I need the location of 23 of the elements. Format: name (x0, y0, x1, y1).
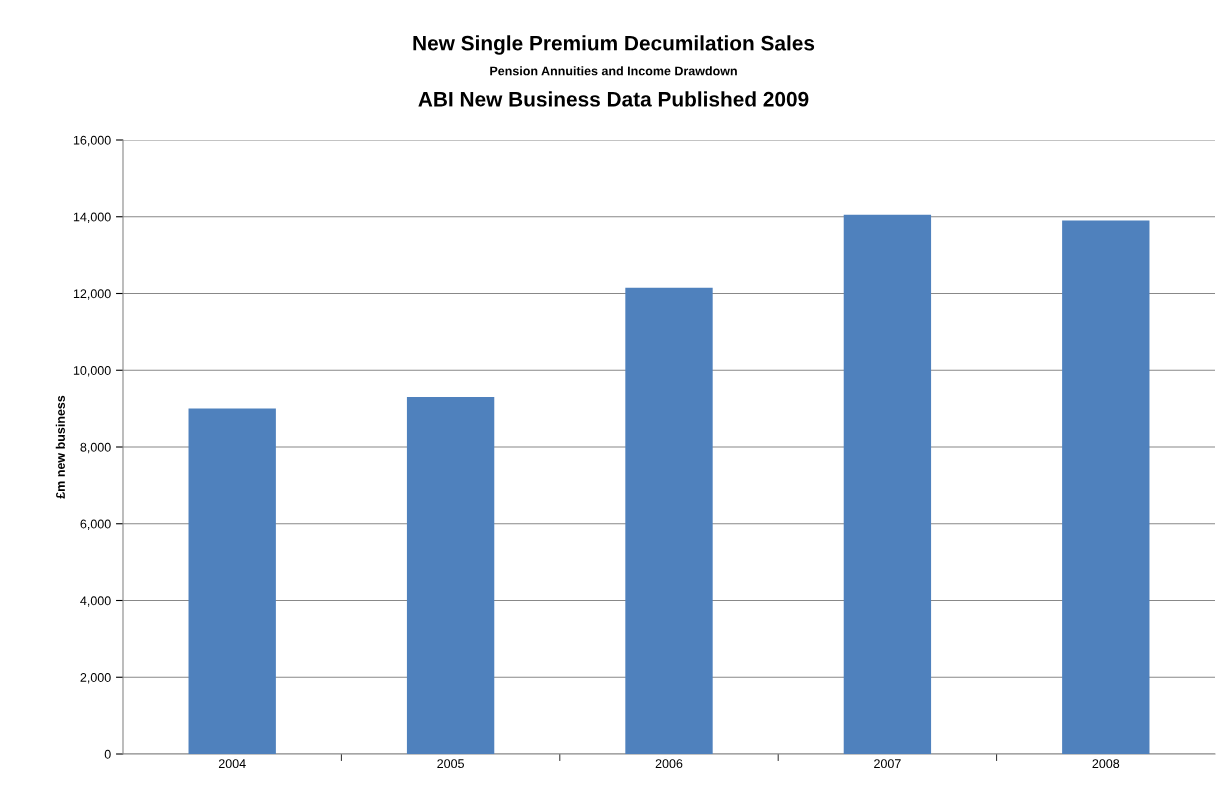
y-tick-label: 10,000 (73, 366, 111, 377)
bar (188, 408, 276, 754)
x-tick-label: 2007 (874, 759, 901, 769)
x-tick-label: 2005 (437, 759, 464, 769)
y-tick-label: 8,000 (80, 442, 111, 454)
y-tick-label: 14,000 (73, 212, 111, 223)
y-tick-label: 12,000 (73, 289, 111, 300)
y-tick-label: 0 (104, 749, 111, 759)
bar (406, 397, 495, 754)
chart-title: New Single Premium Decumilation Sales (413, 35, 815, 55)
chart-subtitle: Pension Annuities and Income Drawdown (490, 66, 737, 76)
text: ABI New Business Data Published 2009 (418, 91, 809, 107)
x-tick-label: 2006 (655, 759, 683, 769)
y-tick-label: 6,000 (80, 519, 111, 530)
x-tick-label: 2004 (218, 759, 246, 769)
y-axis-title: £m new business (55, 395, 65, 499)
y-tick-label: 2,000 (80, 673, 111, 684)
bar (843, 214, 932, 754)
bar (1062, 220, 1150, 754)
x-tick-label: 2008 (1092, 759, 1120, 769)
y-tick-label: 16,000 (73, 135, 111, 147)
y-tick-label: 4,000 (80, 596, 111, 607)
bar (625, 287, 713, 754)
